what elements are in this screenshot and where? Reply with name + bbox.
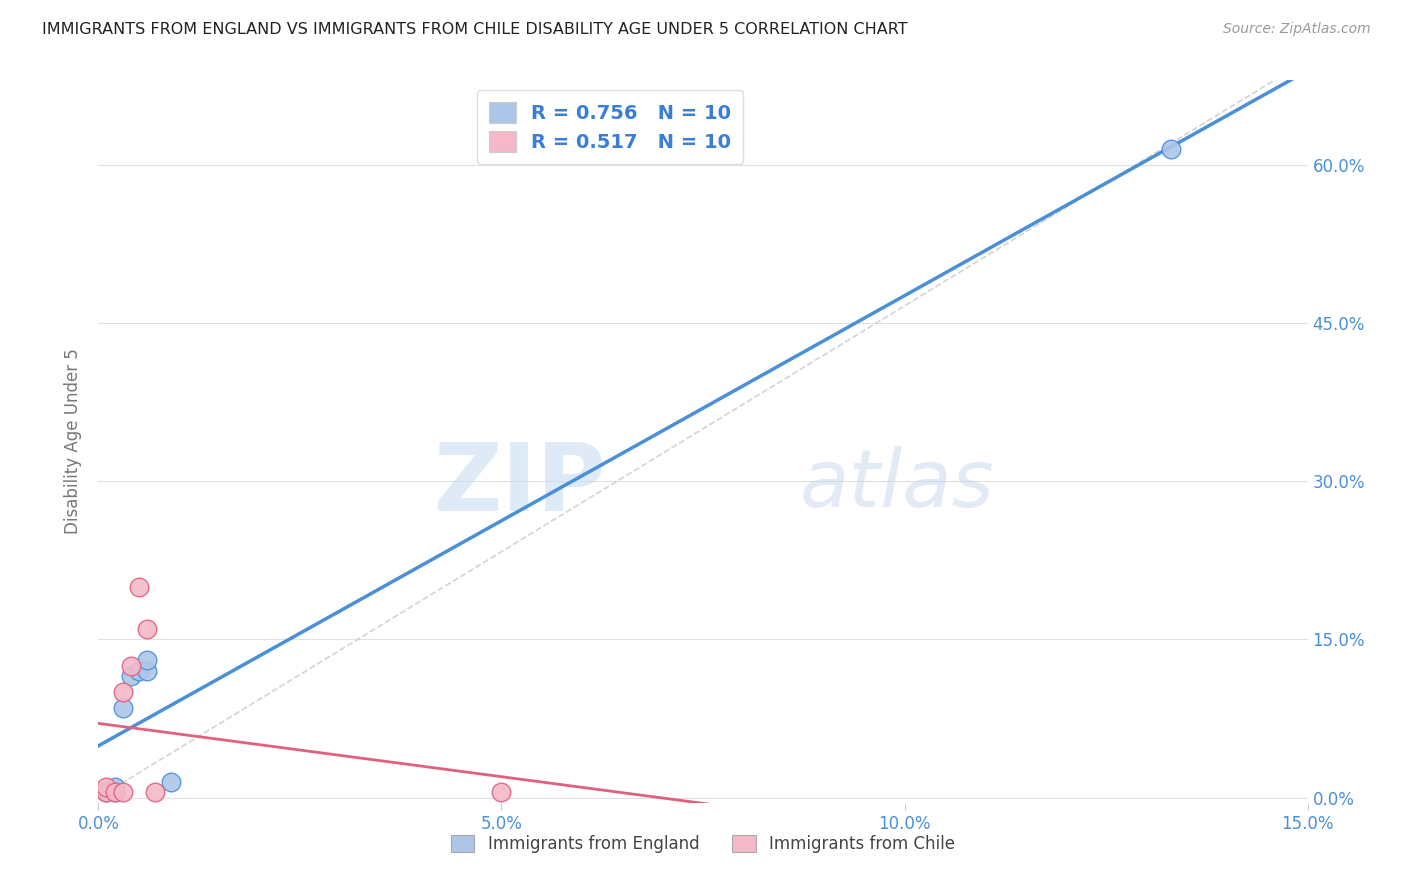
Point bbox=[103, 780, 125, 794]
Point bbox=[96, 785, 118, 799]
Text: Source: ZipAtlas.com: Source: ZipAtlas.com bbox=[1223, 22, 1371, 37]
Point bbox=[160, 774, 183, 789]
Point bbox=[96, 780, 118, 794]
Text: IMMIGRANTS FROM ENGLAND VS IMMIGRANTS FROM CHILE DISABILITY AGE UNDER 5 CORRELAT: IMMIGRANTS FROM ENGLAND VS IMMIGRANTS FR… bbox=[42, 22, 908, 37]
Point bbox=[111, 785, 134, 799]
Point bbox=[143, 785, 166, 799]
Point bbox=[491, 785, 513, 799]
Legend: Immigrants from England, Immigrants from Chile: Immigrants from England, Immigrants from… bbox=[444, 828, 962, 860]
Point bbox=[120, 658, 142, 673]
Point bbox=[135, 653, 157, 667]
Point bbox=[128, 664, 150, 678]
Point bbox=[128, 580, 150, 594]
Point bbox=[96, 785, 118, 799]
Y-axis label: Disability Age Under 5: Disability Age Under 5 bbox=[63, 349, 82, 534]
Point bbox=[111, 701, 134, 715]
Point bbox=[120, 669, 142, 683]
Point bbox=[135, 622, 157, 636]
Text: ZIP: ZIP bbox=[433, 439, 606, 531]
Point bbox=[103, 785, 125, 799]
Point bbox=[111, 685, 134, 699]
Point bbox=[1160, 142, 1182, 156]
Point bbox=[103, 785, 125, 799]
Text: atlas: atlas bbox=[800, 446, 994, 524]
Point bbox=[135, 664, 157, 678]
